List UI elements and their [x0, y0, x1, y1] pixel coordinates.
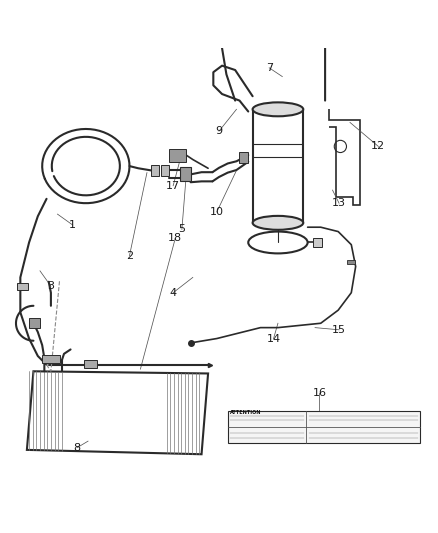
Bar: [84, 360, 97, 368]
Text: ATTENTION: ATTENTION: [230, 410, 261, 415]
Bar: [347, 260, 355, 264]
Ellipse shape: [253, 216, 303, 230]
Text: 13: 13: [332, 198, 346, 208]
Bar: [17, 282, 28, 289]
Text: 8: 8: [74, 443, 81, 453]
Text: 16: 16: [312, 388, 326, 398]
Text: 18: 18: [168, 233, 182, 243]
Text: 3: 3: [47, 281, 54, 291]
Text: 14: 14: [266, 334, 281, 344]
Text: 7: 7: [266, 63, 273, 73]
Text: 4: 4: [170, 288, 177, 298]
Text: 12: 12: [371, 141, 385, 151]
Bar: [29, 318, 40, 328]
Text: 5: 5: [178, 224, 185, 235]
Bar: [169, 149, 186, 161]
Bar: [42, 354, 60, 362]
Text: 1: 1: [69, 220, 76, 230]
Bar: [151, 165, 159, 176]
Text: 15: 15: [332, 325, 346, 335]
Bar: [239, 152, 248, 163]
Text: 10: 10: [210, 207, 224, 217]
Text: 17: 17: [166, 181, 180, 191]
Bar: [313, 238, 322, 247]
Text: 9: 9: [215, 126, 223, 136]
FancyBboxPatch shape: [228, 410, 420, 443]
Ellipse shape: [253, 102, 303, 116]
Bar: [180, 167, 191, 181]
Text: 2: 2: [126, 251, 133, 261]
Bar: [161, 165, 169, 176]
